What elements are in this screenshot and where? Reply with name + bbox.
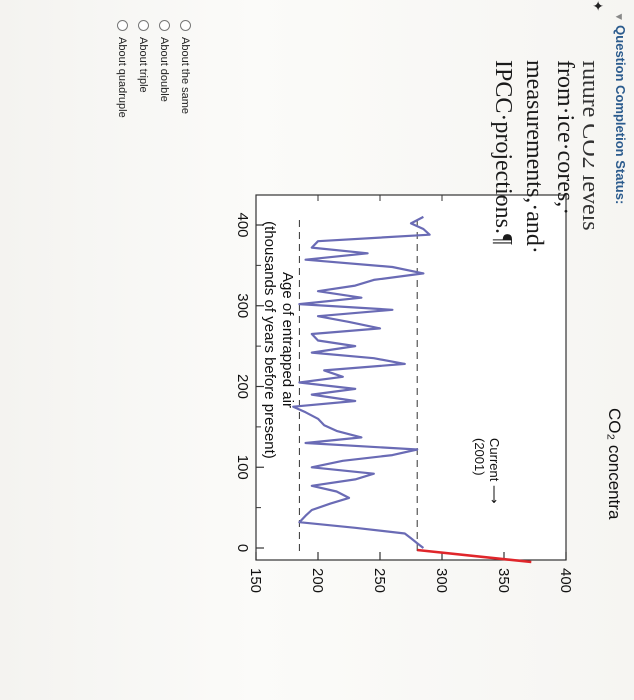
annotation-year: (2001) (472, 438, 487, 476)
radio-button[interactable] (138, 20, 149, 31)
y-tick-label: 350 (495, 568, 512, 593)
y-axis-label: CO₂ concentra (605, 408, 624, 520)
x-tick-label: 0 (234, 544, 251, 552)
y-tick-label: 200 (309, 568, 326, 593)
cut-line: future CO2 levels (580, 60, 594, 231)
y-tick-label: 400 (557, 568, 574, 593)
series-line-modern (417, 548, 532, 564)
answer-option-double[interactable]: About double (154, 20, 175, 118)
x-axis-sublabel: (thousands of years before present) (261, 221, 278, 459)
doc-line-2: measurements,·and· (521, 60, 547, 254)
answer-option-quadruple[interactable]: About quadruple (112, 20, 133, 118)
answer-options: About the same About double About triple… (112, 20, 196, 118)
annotation-current: Current ⟶ (487, 438, 502, 504)
radio-button[interactable] (117, 20, 128, 31)
x-tick-label: 200 (234, 374, 251, 399)
x-axis-label: Age of entrapped air (279, 272, 296, 408)
x-tick-label: 300 (234, 293, 251, 318)
x-axis-caption: Age of entrapped air (thousands of years… (260, 150, 296, 530)
x-tick-label: 100 (234, 455, 251, 480)
series-line-ice-core (292, 215, 431, 549)
radio-button[interactable] (180, 20, 191, 31)
y-tick-label: 250 (371, 568, 388, 593)
doc-line-1: from·ice·cores,· (552, 60, 578, 216)
document-text: future CO2 levels from·ice·cores,· measu… (487, 60, 594, 520)
y-tick-label: 300 (433, 568, 450, 593)
x-tick-label: 400 (234, 212, 251, 237)
y-tick-label: 150 (247, 568, 264, 593)
answer-option-triple[interactable]: About triple (133, 20, 154, 118)
current-annotation: Current ⟶ (2001) (472, 438, 502, 548)
radio-button[interactable] (159, 20, 170, 31)
answer-option-same[interactable]: About the same (175, 20, 196, 118)
